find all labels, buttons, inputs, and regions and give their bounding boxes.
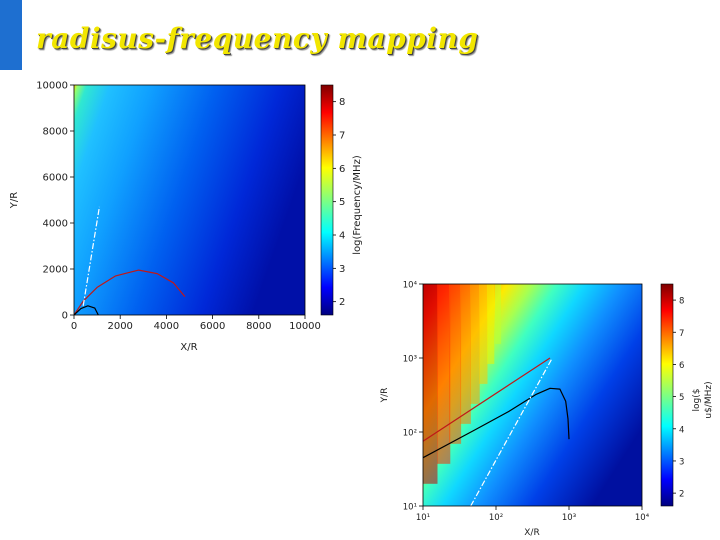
heatmap-cell-band (437, 284, 451, 464)
y-tick-label: 2000 (43, 265, 68, 276)
colorbar-tick-label: 6 (679, 361, 684, 371)
x-tick-label: 10⁴ (635, 513, 650, 523)
colorbar-tick-label: 5 (339, 197, 345, 208)
heatmap-cell-band (495, 284, 502, 344)
colorbar-label-line2: u$/MHz) (704, 381, 714, 418)
colorbar-tick-label: 7 (339, 131, 345, 142)
heatmap-cell-band (470, 284, 480, 404)
x-tick-label: 8000 (246, 321, 271, 332)
x-axis-label: X/R (180, 342, 197, 353)
heatmap-field (74, 85, 305, 315)
series-line-3 (470, 357, 553, 506)
y-tick-label: 10000 (36, 81, 68, 92)
y-tick-label: 10³ (403, 355, 417, 365)
colorbar-tick-label: 6 (339, 164, 345, 175)
series-line-2 (423, 387, 570, 459)
series-line-2 (74, 305, 99, 315)
x-tick-label: 4000 (154, 321, 179, 332)
colorbar-tick-label: 3 (339, 264, 345, 275)
colorbar-tick-label: 2 (339, 297, 345, 308)
heatmap-cell-band (487, 284, 495, 364)
y-tick-label: 6000 (43, 173, 68, 184)
x-tick-label: 2000 (107, 321, 132, 332)
colorbar-tick-label: 4 (339, 231, 345, 242)
colorbar (660, 283, 674, 507)
slide-title: radisus-frequency mapping (36, 22, 479, 55)
colorbar-tick-label: 3 (679, 457, 684, 467)
colorbar (320, 84, 334, 316)
colorbar-tick-label: 8 (339, 97, 345, 108)
series-line-1 (423, 357, 551, 442)
heatmap-cell-band (449, 284, 462, 444)
y-tick-label: 10¹ (403, 503, 417, 513)
heatmap-cell-band (479, 284, 488, 384)
heatmap-cell-band (460, 284, 471, 424)
colorbar-tick-label: 8 (679, 297, 684, 307)
y-tick-label: 4000 (43, 219, 68, 230)
colorbar-label: log($ (692, 389, 702, 412)
x-tick-label: 10³ (562, 513, 576, 523)
colorbar-tick-label: 2 (679, 490, 684, 500)
y-tick-label: 10⁴ (403, 281, 418, 291)
x-tick-label: 10000 (289, 321, 321, 332)
y-tick-label: 0 (62, 311, 68, 322)
series-line-3 (82, 206, 100, 306)
plot-frame (73, 84, 306, 316)
x-tick-label: 10² (489, 513, 503, 523)
colorbar-tick-label: 4 (679, 425, 684, 435)
series-line-1 (74, 269, 186, 315)
plot-frame (422, 283, 643, 507)
x-tick-label: 0 (71, 321, 77, 332)
x-axis-label: X/R (524, 528, 539, 538)
colorbar-tick-label: 7 (679, 329, 684, 339)
x-tick-label: 10¹ (416, 513, 430, 523)
x-tick-label: 6000 (200, 321, 225, 332)
colorbar-label: log(Frequency/MHz) (352, 155, 363, 255)
y-tick-label: 10² (403, 429, 417, 439)
y-tick-label: 8000 (43, 127, 68, 138)
colorbar-tick-label: 5 (679, 393, 684, 403)
y-axis-label: Y/R (380, 388, 390, 404)
accent-bar (0, 0, 22, 70)
y-axis-label: Y/R (9, 192, 20, 209)
